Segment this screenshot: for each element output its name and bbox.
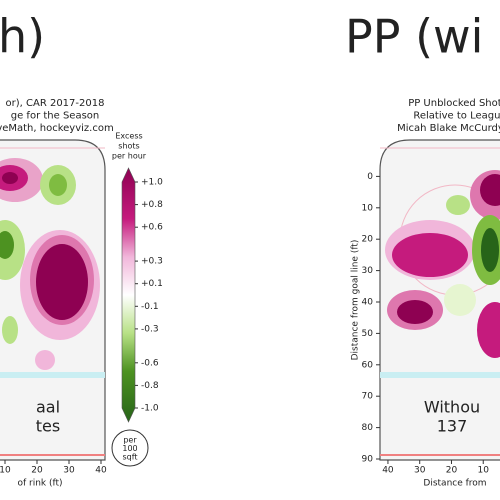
x-axis-label: Distance from bbox=[423, 479, 486, 489]
x-tick-label: 30 bbox=[63, 466, 75, 476]
colorbar bbox=[121, 167, 136, 423]
y-tick-label: 80 bbox=[362, 423, 374, 433]
colorbar-tick-label: +0.3 bbox=[141, 257, 163, 267]
x-tick-label: 30 bbox=[414, 466, 426, 476]
subtitle: ge for the Season bbox=[11, 111, 100, 122]
title-left: h) bbox=[0, 10, 45, 64]
colorbar-tick-label: -0.8 bbox=[141, 381, 159, 391]
annotation: tes bbox=[36, 417, 60, 436]
unit-label: per bbox=[123, 436, 137, 445]
unit-circle bbox=[111, 429, 149, 467]
y-tick-label: 20 bbox=[362, 235, 374, 245]
colorbar-tick-label: +0.1 bbox=[141, 279, 163, 289]
x-tick-label: 40 bbox=[382, 466, 394, 476]
x-tick-label: 20 bbox=[446, 466, 458, 476]
y-tick-label: 0 bbox=[367, 172, 373, 182]
title-right: PP (wi bbox=[345, 10, 483, 64]
subtitle: veMath, hockeyviz.com bbox=[0, 123, 114, 134]
annotation: aal bbox=[36, 398, 60, 417]
x-tick-label: 10 bbox=[0, 466, 11, 476]
rink-left bbox=[0, 139, 106, 461]
unit-label: 100 bbox=[122, 444, 137, 453]
subtitle: or), CAR 2017-2018 bbox=[6, 98, 105, 109]
rink-right bbox=[379, 139, 500, 461]
y-tick-label: 30 bbox=[362, 266, 374, 276]
subtitle: Relative to League bbox=[413, 111, 500, 122]
y-tick-label: 90 bbox=[362, 455, 374, 465]
colorbar-tick-label: -0.3 bbox=[141, 324, 159, 334]
x-tick-label: 40 bbox=[95, 466, 107, 476]
colorbar-tick-label: -0.6 bbox=[141, 358, 159, 368]
x-tick-label: 20 bbox=[31, 466, 43, 476]
y-axis-label: Distance from goal line (ft) bbox=[351, 240, 361, 361]
colorbar-title: per hour bbox=[112, 152, 147, 161]
annotation: Withou bbox=[424, 398, 480, 417]
y-tick-label: 10 bbox=[362, 203, 374, 213]
subtitle: PP Unblocked Shot R bbox=[408, 98, 500, 109]
annotation: 137 bbox=[437, 417, 468, 436]
colorbar-title: Excess bbox=[115, 132, 142, 141]
colorbar-tick-label: -0.1 bbox=[141, 302, 159, 312]
y-tick-label: 40 bbox=[362, 298, 374, 308]
y-tick-label: 50 bbox=[362, 329, 374, 339]
subtitle: Micah Blake McCurdy, @l bbox=[397, 123, 500, 134]
x-tick-label: 10 bbox=[478, 466, 490, 476]
colorbar-tick-label: +0.8 bbox=[141, 200, 163, 210]
x-axis-label: of rink (ft) bbox=[17, 479, 62, 489]
y-tick-label: 60 bbox=[362, 360, 374, 370]
colorbar-tick-label: +1.0 bbox=[141, 178, 163, 188]
y-tick-label: 70 bbox=[362, 392, 374, 402]
colorbar-tick-label: +0.6 bbox=[141, 223, 163, 233]
unit-label: sqft bbox=[122, 453, 137, 462]
colorbar-title: shots bbox=[118, 142, 139, 151]
colorbar-tick-label: -1.0 bbox=[141, 404, 159, 414]
